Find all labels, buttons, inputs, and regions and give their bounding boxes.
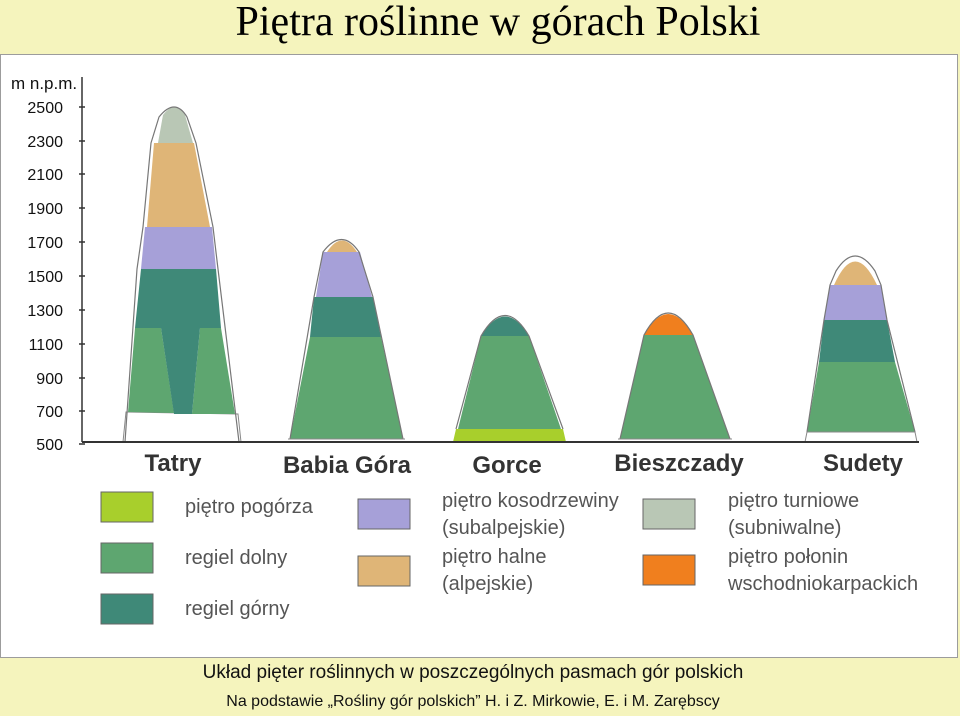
- range-label-gorce: Gorce: [472, 452, 541, 479]
- range-label-bieszczady: Bieszczady: [614, 450, 744, 477]
- elevation-diagram: m n.p.m. 2500 2300 2100 1900 1700 1500 1300 110…: [11, 74, 919, 625]
- babia-regiel-gorny: [310, 297, 381, 337]
- gorce-regiel-dolny: [458, 336, 561, 429]
- tatry-kosodrzewina: [141, 227, 216, 269]
- page-title: Piętra roślinne w górach Polski: [235, 0, 761, 45]
- legend-swatch-kosodrzewina: [357, 498, 411, 530]
- mountain-tatry: [122, 106, 242, 443]
- diagram-panel: m n.p.m. 2500 2300 2100 1900 1700 1500 1300 110…: [0, 54, 958, 658]
- axis-tick-label: 700: [36, 404, 63, 421]
- range-label-tatry: Tatry: [145, 450, 203, 477]
- tatry-regiel-dolny: [128, 328, 174, 413]
- axis-unit: m n.p.m.: [11, 74, 77, 93]
- source-note: Na podstawie „Rośliny gór polskich” H. i…: [226, 693, 720, 710]
- legend-label-pogorze: piętro pogórza: [185, 496, 314, 518]
- legend-swatch-poloniny: [642, 554, 696, 586]
- legend-label-kosodrzewina: piętro kosodrzewiny: [442, 490, 619, 512]
- sudety-halne: [834, 261, 877, 285]
- tatry-turniowe: [158, 107, 193, 143]
- gorce-pogorze: [453, 429, 566, 442]
- axis-tick-label: 1700: [27, 235, 63, 252]
- legend-label-regiel-gorny: regiel górny: [185, 598, 290, 620]
- legend-swatch-turniowe: [642, 498, 696, 530]
- legend: piętro pogórza regiel dolny regiel górny…: [100, 490, 918, 625]
- legend-swatch-pogorze: [100, 491, 154, 523]
- legend-label-turniowe-sub: (subniwalne): [728, 517, 841, 539]
- legend-label-regiel-dolny: regiel dolny: [185, 547, 287, 569]
- sudety-regiel-dolny: [807, 362, 915, 432]
- legend-label-turniowe: piętro turniowe: [728, 490, 859, 512]
- legend-label-halne-sub: (alpejskie): [442, 573, 533, 595]
- axis-tick-label: 500: [36, 437, 63, 454]
- axis-tick-label: 1100: [29, 337, 64, 354]
- babia-kosodrzewina: [316, 252, 372, 297]
- legend-swatch-regiel-dolny: [100, 542, 154, 574]
- legend-swatch-halne: [357, 555, 411, 587]
- axis-tick-label: 2100: [27, 167, 63, 184]
- tatry-halne: [147, 143, 210, 227]
- legend-label-poloniny-sub: wschodniokarpackich: [727, 573, 918, 595]
- axis-tick-label: 900: [36, 371, 63, 388]
- babia-halne: [327, 240, 357, 252]
- axis-tick-label: 1300: [27, 303, 63, 320]
- mountain-gorce: [453, 315, 566, 442]
- legend-label-kosodrzewina-sub: (subalpejskie): [442, 517, 565, 539]
- tatry-regiel-gorny: [135, 269, 221, 414]
- sudety-kosodrzewina: [824, 285, 887, 320]
- legend-label-halne: piętro halne: [442, 546, 547, 568]
- babia-regiel-dolny: [290, 337, 403, 439]
- tatry-regiel-dolny-2: [192, 328, 235, 414]
- sudety-regiel-gorny: [819, 320, 895, 362]
- axis-tick-label: 1900: [27, 201, 63, 218]
- bieszczady-poloniny: [644, 314, 693, 335]
- mountain-sudety: [804, 255, 918, 443]
- legend-swatch-regiel-gorny: [100, 593, 154, 625]
- figure-caption: Układ pięter roślinnych w poszczególnych…: [202, 662, 744, 683]
- mountain-babia-gora: [288, 238, 405, 440]
- axis-tick-label: 2500: [27, 100, 63, 117]
- bieszczady-regiel-dolny: [620, 335, 730, 439]
- legend-label-poloniny: piętro połonin: [728, 546, 848, 568]
- elevation-axis: m n.p.m. 2500 2300 2100 1900 1700 1500 1300 110…: [11, 74, 85, 454]
- range-label-sudety: Sudety: [823, 450, 904, 477]
- range-label-babia-gora: Babia Góra: [283, 452, 412, 479]
- mountain-bieszczady: [618, 312, 732, 440]
- axis-tick-label: 1500: [27, 269, 63, 286]
- axis-tick-label: 2300: [27, 134, 63, 151]
